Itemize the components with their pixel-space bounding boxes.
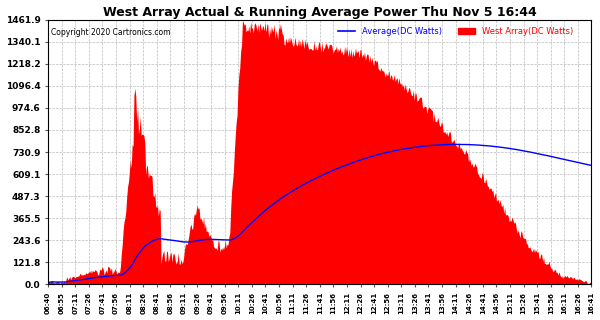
- Title: West Array Actual & Running Average Power Thu Nov 5 16:44: West Array Actual & Running Average Powe…: [103, 5, 536, 19]
- Text: Copyright 2020 Cartronics.com: Copyright 2020 Cartronics.com: [51, 28, 170, 37]
- Legend: Average(DC Watts), West Array(DC Watts): Average(DC Watts), West Array(DC Watts): [335, 24, 577, 40]
